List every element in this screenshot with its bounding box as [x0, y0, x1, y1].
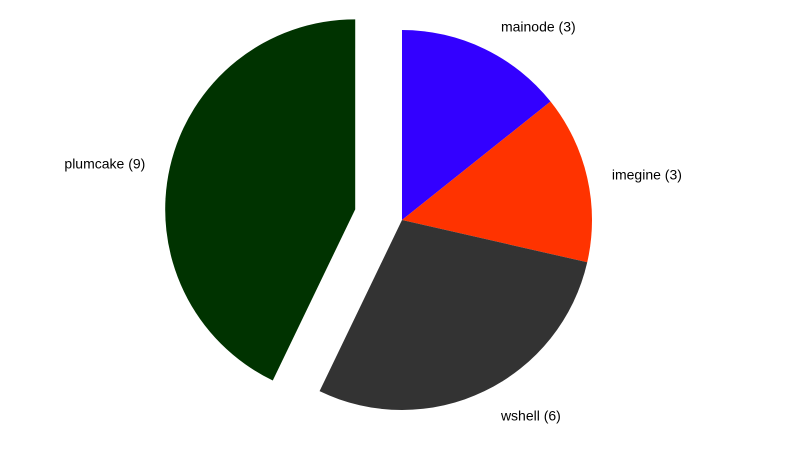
- pie-slice-mainode: [402, 30, 551, 220]
- labels-layer: mainode (3) imegine (3) wshell (6) plumcake…: [64, 18, 681, 423]
- pie-slice-plumcake: [165, 19, 356, 381]
- slices-layer: [165, 19, 593, 410]
- slice-label-wshell: wshell (6): [500, 408, 561, 424]
- pie-slice-wshell: [319, 220, 588, 410]
- slice-label-plumcake: plumcake (9): [64, 156, 145, 172]
- slice-label-imegine: imegine (3): [612, 166, 682, 182]
- pie-slice-imegine: [402, 101, 593, 263]
- slice-label-mainode: mainode (3): [501, 18, 576, 34]
